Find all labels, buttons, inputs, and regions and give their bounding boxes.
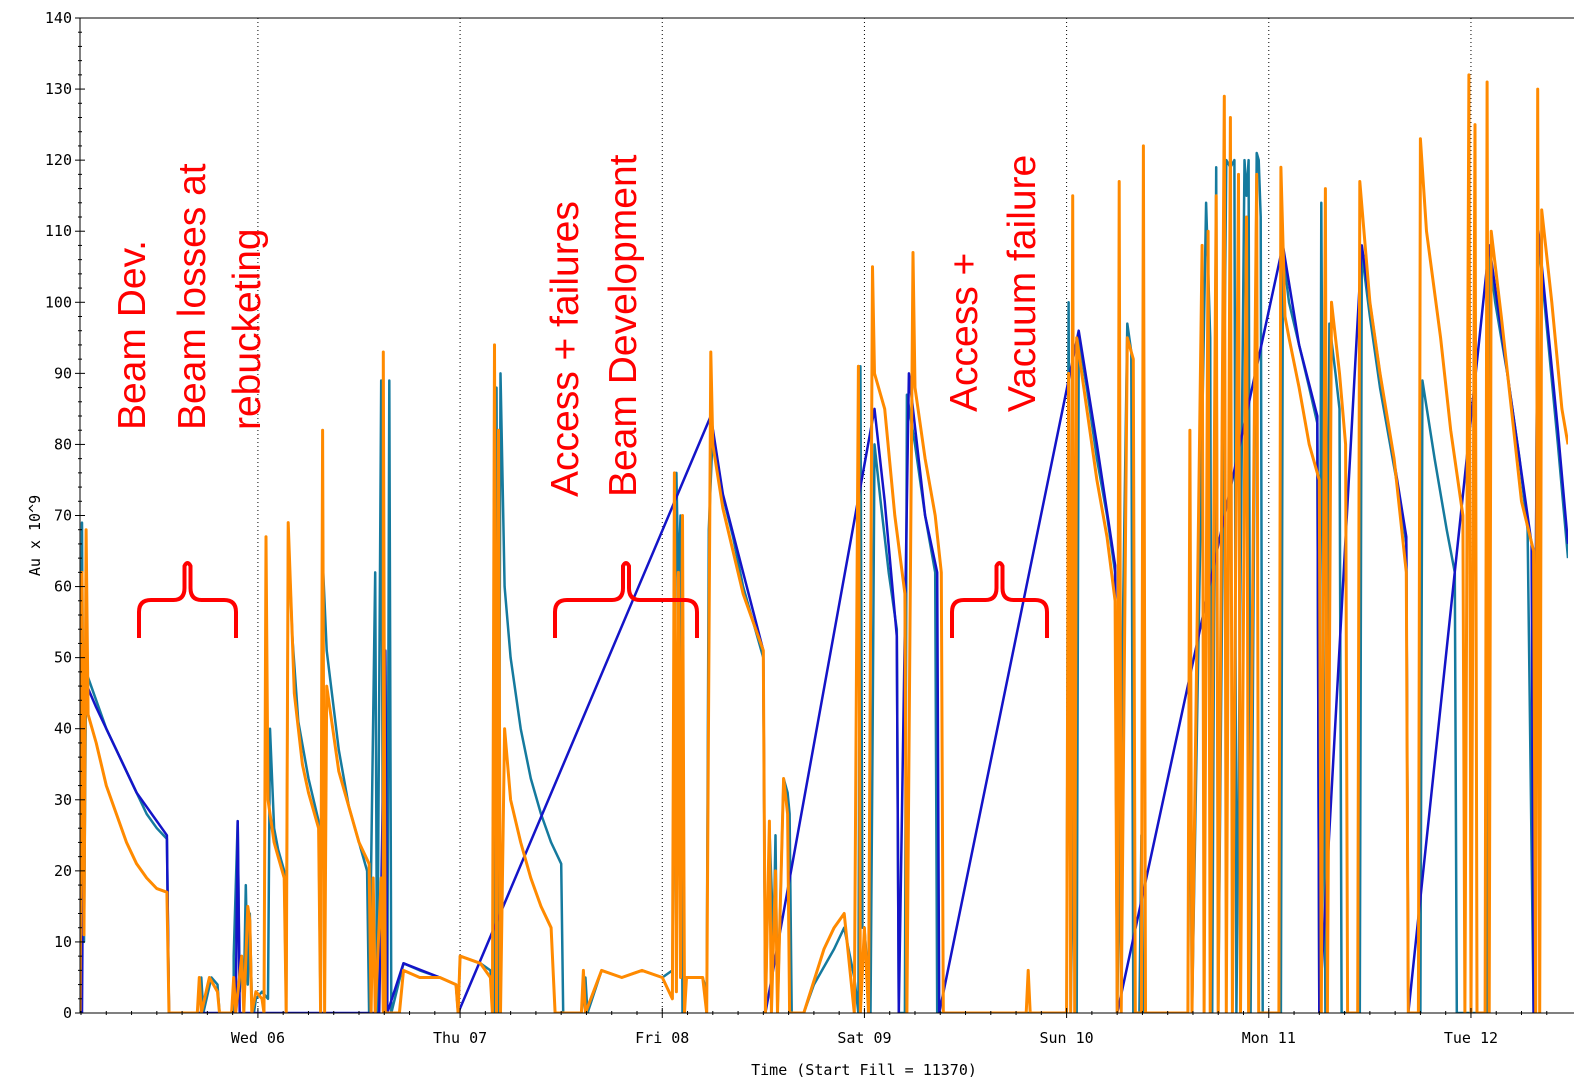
y-tick-label: 140 xyxy=(45,9,72,27)
x-tick-label: Wed 06 xyxy=(231,1029,285,1047)
x-tick-label: Mon 11 xyxy=(1242,1029,1296,1047)
x-tick-label: Tue 12 xyxy=(1444,1029,1498,1047)
x-tick-label: Fri 08 xyxy=(635,1029,689,1047)
y-tick-label: 130 xyxy=(45,80,72,98)
y-axis-label: Au x 10^9 xyxy=(26,495,44,576)
series-layer xyxy=(80,73,1568,1013)
annotation-2-line-2: Beam Development xyxy=(602,154,645,497)
axes: 0 10 20 30 40 50 60 70 80 90 100 110 120 130 140 Wed 06… xyxy=(45,9,1574,1047)
y-tick-label: 100 xyxy=(45,293,72,311)
y-tick-label: 60 xyxy=(54,578,72,596)
x-tick-label: Sat 09 xyxy=(837,1029,891,1047)
y-tick-label: 40 xyxy=(54,720,72,738)
annotation-1-line-3: rebucketing xyxy=(226,228,269,430)
series-line-orange xyxy=(80,73,1568,1013)
annotation-1-line-1: Beam Dev. xyxy=(111,240,154,430)
x-axis-label: Time (Start Fill = 11370) xyxy=(751,1061,977,1079)
annotation-bracket-3 xyxy=(950,561,1049,638)
x-tick-label: Thu 07 xyxy=(433,1029,487,1047)
annotation-3-line-1: Access + xyxy=(943,253,986,412)
y-tick-label: 10 xyxy=(54,933,72,951)
y-tick-label: 30 xyxy=(54,791,72,809)
annotation-bracket-1 xyxy=(137,561,238,638)
y-tick-label: 70 xyxy=(54,507,72,525)
annotation-3-line-2: Vacuum failure xyxy=(1001,155,1044,412)
y-tick-label: 80 xyxy=(54,435,72,453)
y-tick-label: 90 xyxy=(54,364,72,382)
y-tick-label: 110 xyxy=(45,222,72,240)
series-line-blue xyxy=(80,222,1568,1013)
y-tick-label: 120 xyxy=(45,151,72,169)
y-tick-label: 0 xyxy=(63,1004,72,1022)
annotation-2-line-1: Access + failures xyxy=(544,201,587,497)
annotation-brackets xyxy=(137,561,1049,638)
annotation-bracket-2 xyxy=(553,561,699,638)
y-tick-label: 50 xyxy=(54,649,72,667)
x-tick-label: Sun 10 xyxy=(1040,1029,1094,1047)
y-tick-label: 20 xyxy=(54,862,72,880)
annotations: Beam Dev. Beam losses at rebucketing Access… xyxy=(111,154,1044,497)
annotation-1-line-2: Beam losses at xyxy=(171,163,214,430)
